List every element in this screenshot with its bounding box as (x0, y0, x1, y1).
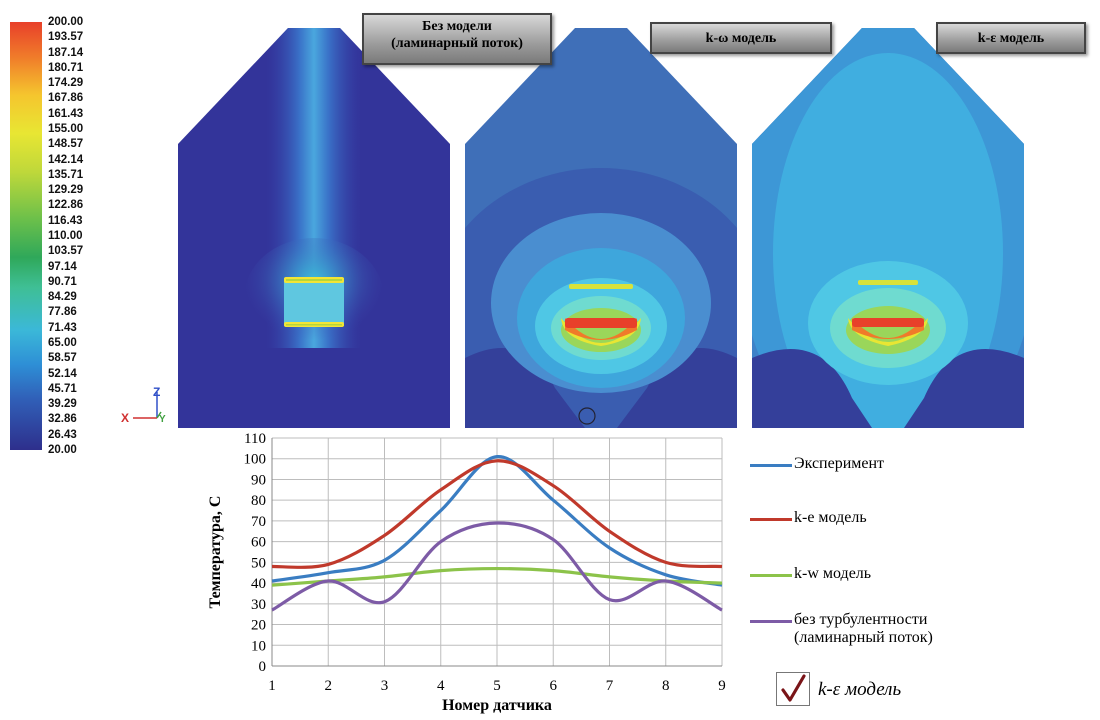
color-scale-label: 45.71 (48, 382, 77, 395)
color-scale-label: 77.86 (48, 306, 77, 319)
color-scale-label: 180.71 (48, 61, 84, 74)
y-tick-label: 40 (251, 576, 266, 592)
temperature-line-chart: 0 10 20 30 40 50 60 70 80 90 100 110 1 2 3 4 5 6 7 8 9 Номер … (207, 431, 726, 714)
color-scale-label: 193.57 (48, 31, 84, 44)
x-tick-label: 2 (325, 678, 333, 694)
y-tick-label: 0 (259, 659, 267, 675)
series-line-1 (271, 455, 723, 587)
x-tick-label: 1 (268, 678, 276, 694)
panel-label-laminar-line2: (ламинарный поток) (391, 36, 523, 51)
legend-label: k-w модель (794, 565, 872, 582)
series-line-4 (271, 521, 723, 612)
color-scale-label: 103.57 (48, 245, 84, 258)
y-tick-label: 80 (251, 493, 266, 509)
color-scale-label: 84.29 (48, 291, 77, 304)
color-scale-label: 167.86 (48, 92, 84, 105)
y-tick-label: 70 (251, 514, 266, 530)
y-tick-label: 110 (244, 431, 266, 447)
color-scale-label: 97.14 (48, 260, 77, 273)
panel-label-k-epsilon-text: k-ε модель (977, 31, 1045, 46)
color-scale-label: 20.00 (48, 444, 77, 456)
panel-label-laminar-line1: Без модели (422, 19, 492, 34)
legend-label-line: (ламинарный поток) (794, 629, 933, 646)
color-scale-label: 71.43 (48, 321, 77, 334)
x-tick-label: 9 (718, 678, 726, 694)
contour-panel-k-epsilon (752, 28, 1024, 428)
color-scale-label: 174.29 (48, 77, 84, 90)
y-tick-label: 100 (244, 452, 267, 468)
color-scale-label: 110.00 (48, 230, 83, 242)
color-scale-label: 135.71 (48, 168, 84, 181)
panel-label-k-epsilon: k-ε модель (936, 22, 1086, 54)
color-scale-label: 148.57 (48, 138, 84, 151)
color-scale-bar (10, 22, 42, 450)
axis-triad-icon: Z X Y (121, 385, 166, 425)
color-scale-label: 129.29 (48, 184, 84, 197)
legend-label: без турбулентности (ламинарный поток) (794, 611, 933, 647)
panel-label-laminar: Без модели (ламинарный поток) (362, 13, 552, 65)
y-tick-label: 10 (251, 638, 266, 654)
k-epsilon-checkbox-label: k-ε модель (818, 679, 902, 700)
color-scale-label: 200.00 (48, 16, 84, 28)
color-scale-label: 155.00 (48, 123, 84, 135)
color-scale-label: 161.43 (48, 107, 84, 120)
color-scale-label: 52.14 (48, 367, 77, 380)
legend-label: Эксперимент (794, 455, 885, 472)
legend-swatch (750, 620, 792, 623)
panel-label-k-omega-text: k-ω модель (705, 31, 777, 46)
axis-y-label: Y (159, 414, 166, 425)
x-tick-label: 8 (662, 678, 670, 694)
x-tick-label: 6 (550, 678, 558, 694)
k-epsilon-checkbox[interactable] (776, 672, 810, 706)
series-line-3 (271, 566, 723, 587)
legend-label: k-e модель (794, 509, 867, 526)
y-tick-label: 30 (251, 597, 266, 613)
x-tick-label: 4 (437, 678, 445, 694)
color-scale-label: 122.86 (48, 199, 84, 212)
color-scale-label: 32.86 (48, 413, 77, 426)
color-scale-label: 58.57 (48, 352, 77, 365)
x-axis-title: Номер датчика (442, 697, 552, 714)
axis-x-label: X (121, 411, 129, 425)
color-scale-label: 26.43 (48, 428, 77, 441)
color-scale-label: 39.29 (48, 398, 77, 411)
color-scale-label: 142.14 (48, 153, 84, 166)
color-scale-label: 90.71 (48, 275, 77, 288)
color-scale-label: 116.43 (48, 214, 83, 227)
color-scale-label: 187.14 (48, 46, 84, 59)
y-tick-label: 20 (251, 618, 266, 634)
legend-swatch (750, 574, 792, 577)
legend-swatch (750, 518, 792, 521)
legend-label-line: без турбулентности (794, 611, 928, 628)
y-tick-label: 50 (251, 555, 266, 571)
x-tick-label: 7 (606, 678, 614, 694)
y-tick-label: 60 (251, 535, 266, 551)
x-tick-label: 5 (493, 678, 501, 694)
series-line-2 (271, 459, 723, 569)
y-tick-label: 90 (251, 472, 266, 488)
contour-panel-laminar (178, 28, 450, 428)
panel-label-k-omega: k-ω модель (650, 22, 832, 54)
color-scale-label: 65.00 (48, 337, 77, 349)
x-tick-label: 3 (381, 678, 389, 694)
checkmark-icon (781, 674, 806, 702)
y-axis-title: Температура, С (207, 496, 224, 609)
contour-panel-k-omega (465, 28, 737, 428)
chart-legend: Эксперимент k-e модель k-w модель без турбу… (750, 455, 1090, 685)
axis-z-label: Z (153, 385, 160, 399)
color-scale-labels: 200.00 193.57 187.14 180.71 174.29 167.86 161.… (48, 16, 118, 456)
legend-swatch (750, 464, 792, 467)
